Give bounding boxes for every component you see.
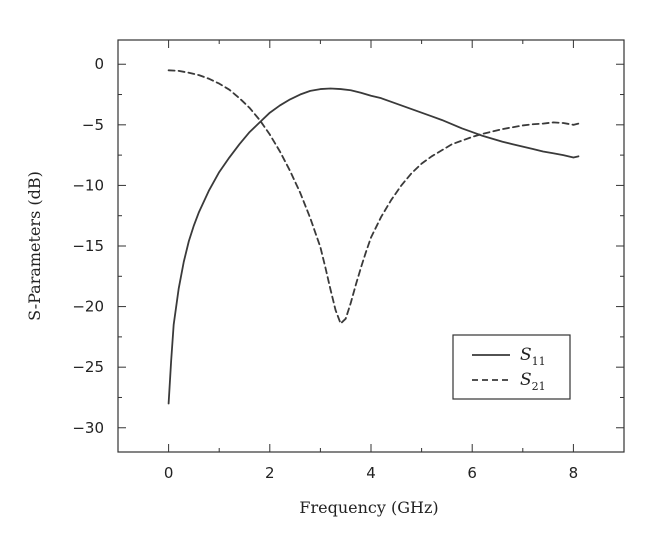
x-tick-label: 2 [265, 464, 275, 482]
series-line-s21 [167, 69, 580, 325]
x-tick-label: 8 [569, 464, 579, 482]
series-layer [167, 69, 580, 405]
legend-label-s11-sub: 11 [532, 355, 546, 368]
legend-label-s21-sub: 21 [532, 380, 546, 393]
x-tick-label: 0 [164, 464, 174, 482]
x-axis-label: Frequency (GHz) [299, 498, 438, 517]
ticks-layer: 0 2 4 6 8 0 −5 −10 −15 −20 −25 −30 [72, 40, 624, 482]
legend-label-s11-main: S [520, 345, 532, 365]
y-axis-label: S-Parameters (dB) [25, 171, 44, 321]
x-tick-label: 4 [366, 464, 376, 482]
y-tick-label: −30 [72, 419, 104, 437]
y-tick-label: −25 [72, 358, 104, 376]
y-tick-label: −5 [82, 116, 104, 134]
series-line-s11 [167, 87, 580, 405]
y-tick-label: −15 [72, 237, 104, 255]
y-tick-label: 0 [94, 55, 104, 73]
legend-label-s21-main: S [520, 370, 532, 390]
legend: S11 S21 [452, 334, 571, 400]
legend-box [452, 334, 571, 400]
y-tick-label: −20 [72, 298, 104, 316]
legend-label-s21: S21 [520, 370, 546, 393]
y-tick-label: −10 [72, 176, 104, 194]
legend-label-s11: S11 [520, 345, 546, 368]
x-tick-label: 6 [467, 464, 477, 482]
